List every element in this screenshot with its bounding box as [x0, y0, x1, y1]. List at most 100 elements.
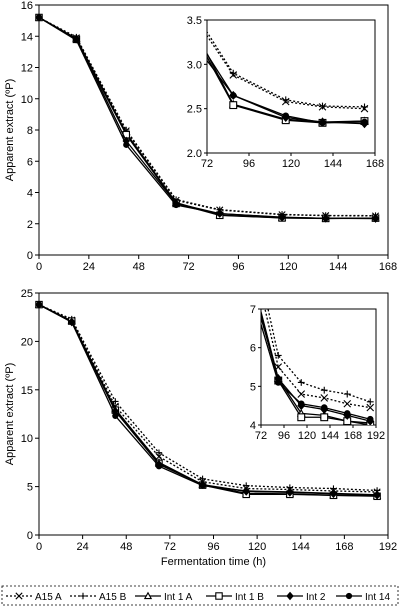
chart-1-x-tick-label: 96	[232, 261, 244, 273]
chart-1-y-tick-label: 4	[27, 188, 33, 200]
chart-1-data-point	[123, 141, 130, 148]
chart-2-x-tick-label: 48	[120, 541, 132, 553]
chart-1-x-tick-label: 0	[36, 261, 42, 273]
chart-1-y-tick-label: 8	[27, 125, 33, 137]
chart-2-x-tick-label: 144	[292, 541, 310, 553]
chart-2-data-point	[112, 412, 119, 420]
chart-2-y-tick-label: 10	[21, 433, 33, 445]
chart-1-inset-data-point	[319, 119, 326, 127]
chart-2-inset-x-tick-label: 192	[367, 430, 385, 442]
chart-2-y-tick-label: 0	[27, 530, 33, 542]
chart-1-y-tick-label: 0	[27, 250, 33, 262]
chart-2-data-point	[155, 453, 163, 461]
chart-1-inset-series-a15-b	[207, 30, 368, 111]
chart-1-x-tick-label: 48	[133, 261, 145, 273]
legend-marker	[15, 592, 23, 600]
chart-2-inset-x-tick-label: 168	[344, 430, 362, 442]
chart-2-inset-y-tick-label: 7	[250, 304, 256, 316]
chart-1-data-point	[216, 210, 223, 217]
chart-1-inset-x-tick-label: 168	[366, 158, 384, 170]
chart-1-inset-data-point	[229, 69, 237, 77]
chart-1-inset-y-tick-label: 2.5	[187, 104, 202, 116]
chart-2-inset-frame	[260, 308, 377, 426]
chart-1-inset-x-tick-label: 120	[282, 158, 300, 170]
chart-1-y-tick-label: 14	[21, 31, 33, 43]
chart-1-y-tick-label: 6	[27, 156, 33, 168]
legend-marker	[215, 592, 223, 600]
chart-1-inset-series-line	[207, 59, 365, 124]
chart-2-series-line	[38, 304, 378, 492]
chart-1-x-tick-label: 168	[379, 261, 397, 273]
chart-1-data-point	[73, 37, 80, 44]
chart-1-inset-x-tick-label: 144	[324, 158, 342, 170]
chart-2-inset-series-line	[264, 309, 371, 409]
chart-2-x-tick-label: 24	[77, 541, 89, 553]
chart-2-inset-data-point	[343, 410, 351, 417]
chart-2-inset: 72 96 120 144 168 192 4 5 6 7	[250, 304, 385, 442]
chart-2-y-tick-label: 5	[27, 482, 33, 494]
legend-marker	[286, 591, 294, 601]
chart-1-x-tick-label: 24	[83, 261, 95, 273]
chart-2-inset-data-point	[297, 400, 305, 408]
chart-1-inset-data-point	[229, 101, 238, 110]
chart-1-y-tick-label: 12	[21, 63, 33, 75]
chart-1-y-axis-label: Apparent extract (ºP)	[4, 79, 16, 181]
chart-2-y-axis-label: Apparent extract (ºP)	[4, 363, 16, 465]
chart-2-data-point	[68, 318, 75, 326]
chart-2-y-tick-label: 20	[21, 336, 33, 348]
chart-2-inset-data-point	[320, 413, 329, 422]
chart-1-inset-y-tick-label: 3.5	[187, 15, 202, 27]
chart-1-data-point	[35, 14, 43, 21]
chart-1-y-tick-label: 16	[21, 0, 33, 12]
chart-2-y-tick-label: 25	[21, 288, 33, 300]
chart-1-data-point	[278, 214, 286, 221]
legend-label: Int 1 B	[235, 592, 264, 603]
chart-1-inset-series-int-14	[207, 59, 368, 127]
chart-2-inset-x-tick-label: 96	[278, 430, 290, 442]
chart-2-data-point	[243, 487, 250, 495]
chart-2-inset-data-point	[366, 415, 374, 423]
chart-2-x-tick-label: 0	[36, 541, 42, 553]
chart-1-inset-plot	[207, 30, 369, 129]
chart-1-inset-x-tick-label: 96	[243, 158, 255, 170]
legend-label: A15 B	[99, 592, 127, 603]
chart-1-data-point	[172, 201, 180, 209]
chart-1-panel: 0 24 48 72 96 120 144 1680246810121416Apparent …	[4, 0, 397, 273]
chart-1-y-tick-label: 10	[21, 94, 33, 106]
chart-1-inset-data-point	[361, 118, 368, 126]
chart-1-series-line	[38, 16, 376, 220]
chart-1-y-tick-label: 2	[27, 219, 33, 231]
chart-2-data-point	[330, 490, 337, 497]
legend-marker	[345, 592, 353, 600]
chart-2-x-tick-label: 168	[335, 541, 353, 553]
legend-item-int-1-a: Int 1 A	[135, 591, 193, 603]
chart-2-x-tick-label: 96	[207, 541, 219, 553]
chart-1-x-tick-label: 120	[279, 261, 297, 273]
chart-1-inset-frame	[206, 19, 376, 154]
chart-2-inset-series-a15-a	[264, 309, 375, 412]
chart-1-data-point	[372, 215, 379, 222]
chart-2-inset-data-point	[274, 379, 282, 386]
chart-1-inset-data-point	[361, 103, 368, 111]
chart-2-series-int-14	[35, 301, 381, 498]
chart-1-data-point	[322, 215, 329, 222]
chart-1-series-line	[38, 16, 376, 217]
chart-1-inset-x-tick-label: 72	[201, 158, 213, 170]
legend-label: Int 14	[365, 592, 390, 603]
chart-1-inset-data-point	[229, 92, 237, 99]
chart-2-data-point	[112, 398, 119, 405]
chart-1-inset-series-line	[207, 34, 365, 110]
legend-item-a15-a: A15 A	[6, 592, 62, 603]
chart-1-inset-data-point	[319, 102, 326, 110]
chart-2-inset-data-point	[320, 386, 328, 394]
chart-2-inset-data-point	[274, 352, 282, 359]
chart-2-inset-plot	[261, 309, 375, 425]
chart-2-y-tick-label: 15	[21, 385, 33, 397]
chart-2-inset-y-tick-label: 4	[250, 420, 256, 432]
chart-1-inset-y-tick-label: 2.0	[187, 148, 202, 160]
legend-label: Int 1 A	[164, 592, 193, 603]
chart-2-data-point	[155, 463, 163, 470]
chart-2-inset-x-tick-label: 72	[255, 430, 267, 442]
chart-2-panel: 0 24 48 72 96 120 144 168 192 0 5 10 15 20 25 Apparent …	[4, 288, 397, 568]
